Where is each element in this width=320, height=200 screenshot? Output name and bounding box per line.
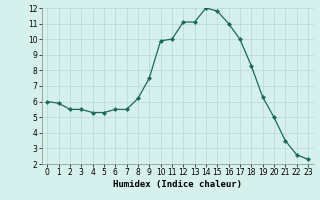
X-axis label: Humidex (Indice chaleur): Humidex (Indice chaleur) [113, 180, 242, 189]
